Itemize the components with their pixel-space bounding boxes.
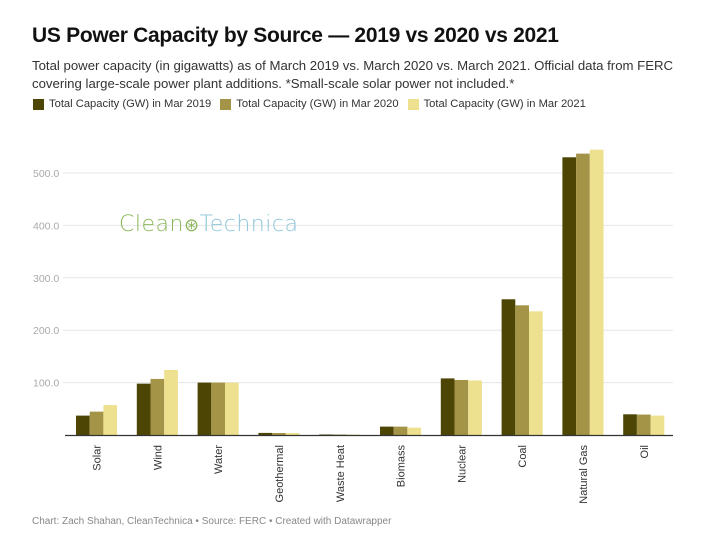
- bar-oil-2019: [623, 414, 637, 435]
- x-tick-label: Coal: [517, 445, 529, 468]
- bar-biomass-2020: [393, 426, 408, 435]
- bar-nuclear-2019: [440, 378, 455, 435]
- legend-label-2020: Total Capacity (GW) in Mar 2020: [236, 98, 399, 110]
- y-tick-label: 400.0: [33, 220, 59, 232]
- y-tick-label: 200.0: [33, 325, 59, 337]
- bar-water-2021: [225, 382, 239, 435]
- bar-solar-2020: [89, 411, 104, 435]
- legend-swatch-2019: [33, 98, 44, 110]
- bar-water-2019: [197, 382, 212, 435]
- bar-geothermal-2019: [258, 432, 273, 435]
- chart-title: US Power Capacity by Source — 2019 vs 20…: [32, 24, 559, 47]
- bar-waste-heat-2020: [332, 434, 347, 436]
- bar-biomass-2021: [407, 427, 422, 435]
- x-tick-label: Water: [213, 445, 225, 474]
- bar-natural-gas-2020: [576, 153, 590, 435]
- y-axis-ticks: 100.0 200.0 300.0 400.0 500.0: [33, 168, 59, 390]
- chart-subtitle: Total power capacity (in gigawatts) as o…: [32, 58, 674, 91]
- bar-waste-heat-2019: [319, 434, 333, 436]
- logo-technica-text: Technica: [199, 212, 299, 237]
- legend-item-2020: Total Capacity (GW) in Mar 2020: [220, 98, 399, 110]
- x-tick-label: Natural Gas: [578, 445, 590, 504]
- x-tick-label: Biomass: [396, 445, 408, 488]
- bar-nuclear-2020: [454, 379, 469, 435]
- bar-waste-heat-2021: [346, 434, 361, 436]
- bar-solar-2021: [103, 405, 118, 435]
- bar-wind-2020: [150, 378, 165, 435]
- bar-nuclear-2021: [468, 380, 482, 435]
- legend-swatch-2020: [220, 98, 232, 110]
- x-tick-label: Oil: [639, 445, 651, 458]
- x-tick-label: Solar: [92, 445, 104, 471]
- bar-oil-2020: [636, 414, 651, 435]
- bar-coal-2020: [515, 305, 529, 435]
- legend-swatch-2021: [407, 98, 419, 110]
- bar-water-2020: [211, 382, 225, 435]
- bar-wind-2019: [136, 383, 151, 435]
- chart-footer: Chart: Zach Shahan, CleanTechnica • Sour…: [32, 516, 392, 527]
- legend: Total Capacity (GW) in Mar 2019 Total Ca…: [33, 98, 595, 110]
- bar-natural-gas-2021: [589, 149, 604, 435]
- x-tick-label: Geothermal: [274, 445, 286, 502]
- bars: [76, 149, 665, 436]
- y-tick-label: 300.0: [33, 273, 59, 285]
- logo-plug-icon: ⊛: [183, 215, 200, 236]
- y-tick-label: 500.0: [33, 168, 59, 180]
- legend-item-2021: Total Capacity (GW) in Mar 2021: [407, 98, 586, 110]
- bar-coal-2021: [529, 311, 543, 435]
- bar-geothermal-2021: [285, 433, 300, 435]
- bar-geothermal-2020: [272, 433, 286, 435]
- legend-label-2019: Total Capacity (GW) in Mar 2019: [49, 98, 212, 110]
- y-tick-label: 100.0: [33, 378, 59, 390]
- x-tick-label: Nuclear: [456, 445, 468, 483]
- cleantechnica-logo: Clean⊛Technica: [119, 212, 298, 237]
- x-axis-labels: Solar Wind Water Geothermal Waste Heat Biomas…: [92, 445, 651, 504]
- x-tick-label: Wind: [152, 445, 164, 470]
- bar-natural-gas-2019: [562, 157, 577, 435]
- bar-solar-2019: [76, 415, 90, 435]
- bar-oil-2021: [650, 415, 665, 435]
- bar-wind-2021: [164, 370, 178, 435]
- bar-coal-2019: [501, 299, 516, 435]
- bar-biomass-2019: [380, 426, 394, 435]
- x-tick-label: Waste Heat: [335, 445, 347, 502]
- legend-item-2019: Total Capacity (GW) in Mar 2019: [33, 98, 211, 110]
- legend-label-2021: Total Capacity (GW) in Mar 2021: [423, 98, 586, 110]
- logo-clean-text: Clean: [119, 212, 184, 237]
